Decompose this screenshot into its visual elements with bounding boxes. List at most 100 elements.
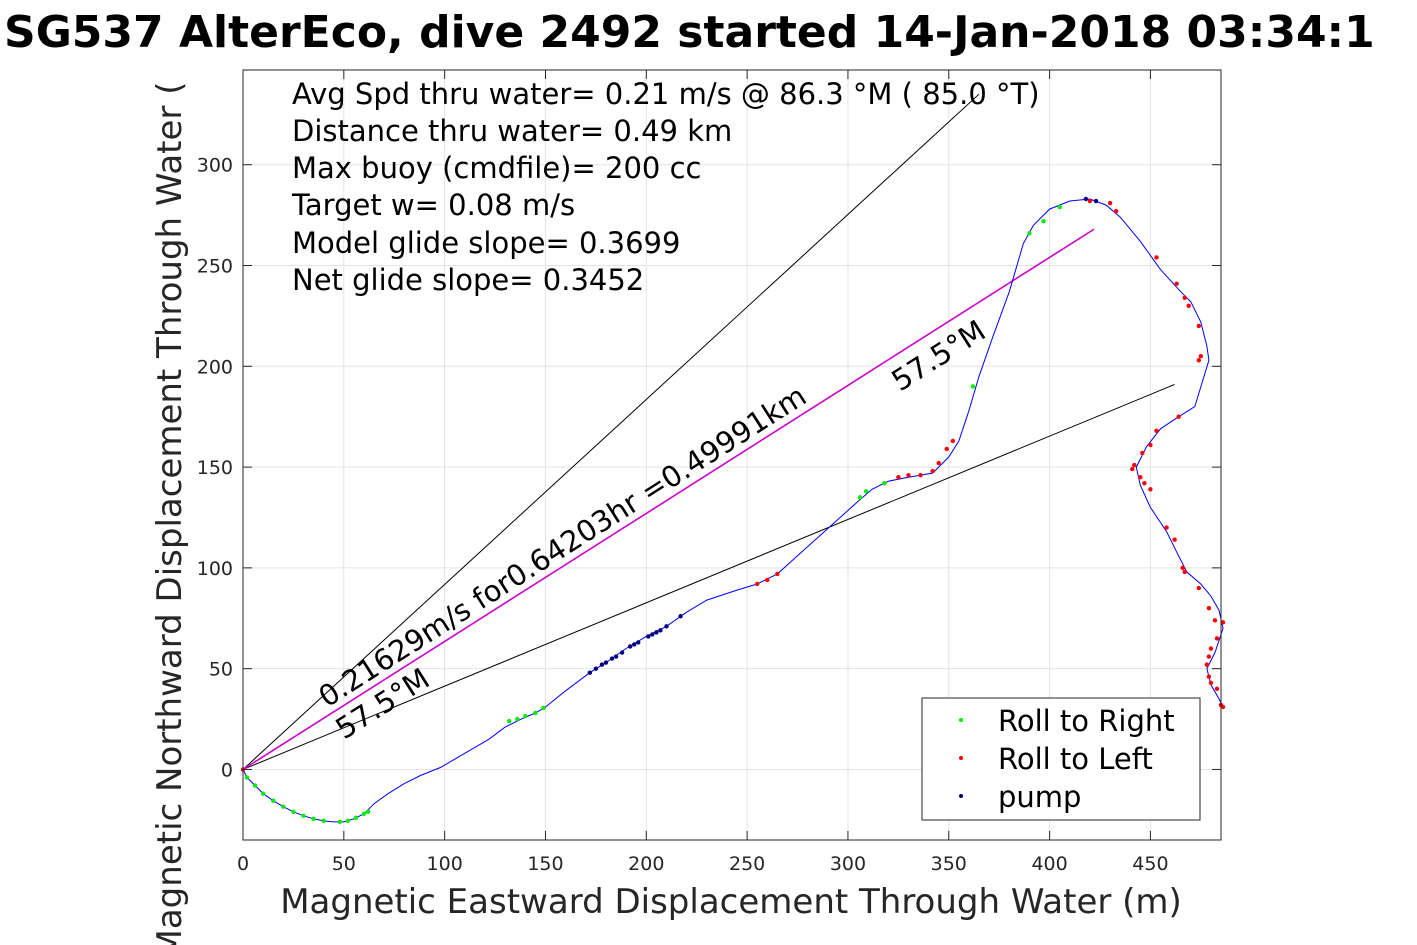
point-roll-to-right [857, 495, 863, 500]
annotation-avg-speed: Avg Spd thru water= 0.21 m/s @ 86.3 °M (… [292, 77, 1040, 111]
point-roll-to-left [1107, 200, 1113, 206]
point-pump [646, 634, 651, 639]
point-roll-to-right [321, 818, 326, 824]
point-roll-to-left [775, 571, 780, 577]
legend-marker-roll-left [959, 756, 963, 760]
point-pump [632, 642, 637, 647]
point-roll-to-right [252, 783, 258, 788]
point-pump [654, 630, 659, 635]
x-axis-label: Magnetic Eastward Displacement Through W… [280, 882, 1182, 922]
point-roll-to-left [1174, 281, 1179, 286]
point-roll-to-right [311, 816, 316, 822]
point-pump [613, 654, 619, 659]
legend-marker-roll-right [959, 718, 963, 722]
point-pump [1093, 198, 1099, 204]
legend: Roll to Right Roll to Left pump [921, 697, 1201, 821]
distance-line-label: 0.21629m/s for0.64203hr =0.49991km [312, 379, 812, 714]
point-roll-to-left [1148, 487, 1153, 492]
y-tick-label: 200 [197, 356, 233, 378]
x-tick-label: 150 [527, 853, 563, 875]
point-roll-to-left [1132, 462, 1137, 468]
point-roll-to-left [1182, 295, 1187, 300]
point-pump [609, 656, 615, 661]
y-tick-label: 100 [197, 558, 233, 580]
reference-line-lower [242, 383, 1175, 770]
point-roll-to-left [1172, 537, 1177, 542]
point-roll-to-left [1214, 636, 1220, 641]
point-roll-to-left [765, 577, 770, 583]
point-roll-to-left [1113, 208, 1119, 214]
stats-annotations: Avg Spd thru water= 0.21 m/s @ 86.3 °M (… [291, 77, 1040, 297]
annotation-max-buoy: Max buoy (cmdfile)= 200 cc [292, 151, 701, 185]
point-roll-to-right [260, 791, 266, 796]
point-roll-to-left [1186, 303, 1191, 309]
point-roll-to-left [1182, 569, 1187, 575]
legend-label-roll-right: Roll to Right [998, 704, 1175, 738]
track-group [242, 198, 1224, 823]
point-roll-to-left [1148, 442, 1153, 448]
point-pump [664, 624, 669, 629]
point-roll-to-left [1196, 323, 1202, 329]
reference-lines [242, 93, 1175, 771]
point-pump [636, 640, 641, 645]
y-tick-label: 300 [197, 155, 233, 177]
point-roll-to-left [1220, 704, 1226, 710]
point-roll-to-left [1176, 414, 1181, 419]
point-pump [619, 650, 625, 655]
reference-line-upper [242, 93, 980, 770]
point-roll-to-left [1164, 525, 1169, 530]
y-tick-label: 150 [197, 457, 233, 479]
point-roll-to-left [944, 446, 949, 452]
point-roll-to-left [1130, 466, 1135, 472]
point-roll-to-left [1138, 474, 1143, 480]
point-roll-to-left [1208, 680, 1214, 685]
legend-box [921, 697, 1201, 821]
point-roll-to-right [523, 713, 528, 719]
y-tick-label: 50 [209, 659, 233, 681]
point-roll-to-right [1057, 204, 1062, 210]
x-tick-label: 350 [931, 853, 967, 875]
point-roll-to-right [365, 809, 371, 814]
point-pump [587, 670, 593, 675]
x-tick-label: 450 [1132, 853, 1168, 875]
point-pump [678, 614, 683, 619]
point-roll-to-right [533, 710, 538, 716]
point-roll-to-right [863, 489, 869, 494]
point-pump [658, 628, 663, 633]
point-roll-to-right [337, 819, 342, 825]
x-tick-label: 300 [830, 853, 866, 875]
x-tick-label: 200 [628, 853, 664, 875]
point-roll-to-left [1142, 481, 1147, 486]
point-roll-to-left [1180, 565, 1185, 571]
point-roll-to-left [930, 468, 935, 474]
annotation-net-glide: Net glide slope= 0.3452 [292, 263, 644, 297]
point-roll-to-right [1041, 218, 1046, 224]
point-roll-to-left [1154, 428, 1159, 434]
x-tick-label: 400 [1031, 853, 1067, 875]
x-tick-label: 250 [729, 853, 765, 875]
point-roll-to-left [1212, 618, 1218, 623]
point-roll-to-left [1087, 198, 1093, 204]
x-tick-label: 100 [427, 853, 463, 875]
legend-label-roll-left: Roll to Left [998, 742, 1153, 776]
legend-marker-pump [959, 794, 963, 798]
point-roll-to-left [936, 460, 941, 466]
point-roll-to-left [1206, 605, 1212, 611]
x-tick-label: 50 [332, 853, 356, 875]
points-group [240, 196, 1226, 825]
y-axis-label: Magnetic Northward Displacement Through … [150, 82, 190, 945]
point-roll-to-left [1154, 255, 1159, 260]
point-roll-to-right [301, 813, 306, 819]
legend-label-pump: pump [998, 780, 1081, 814]
point-roll-to-right [244, 775, 250, 780]
point-roll-to-left [1206, 654, 1212, 659]
point-pump [1083, 196, 1089, 202]
point-roll-to-left [1140, 450, 1145, 456]
point-roll-to-left [1220, 620, 1226, 625]
reference-line-glide [242, 228, 1095, 771]
point-pump [599, 662, 605, 667]
point-roll-to-right [970, 384, 976, 389]
point-roll-to-right [271, 798, 276, 803]
annotation-target-w: Target w= 0.08 m/s [291, 188, 575, 222]
